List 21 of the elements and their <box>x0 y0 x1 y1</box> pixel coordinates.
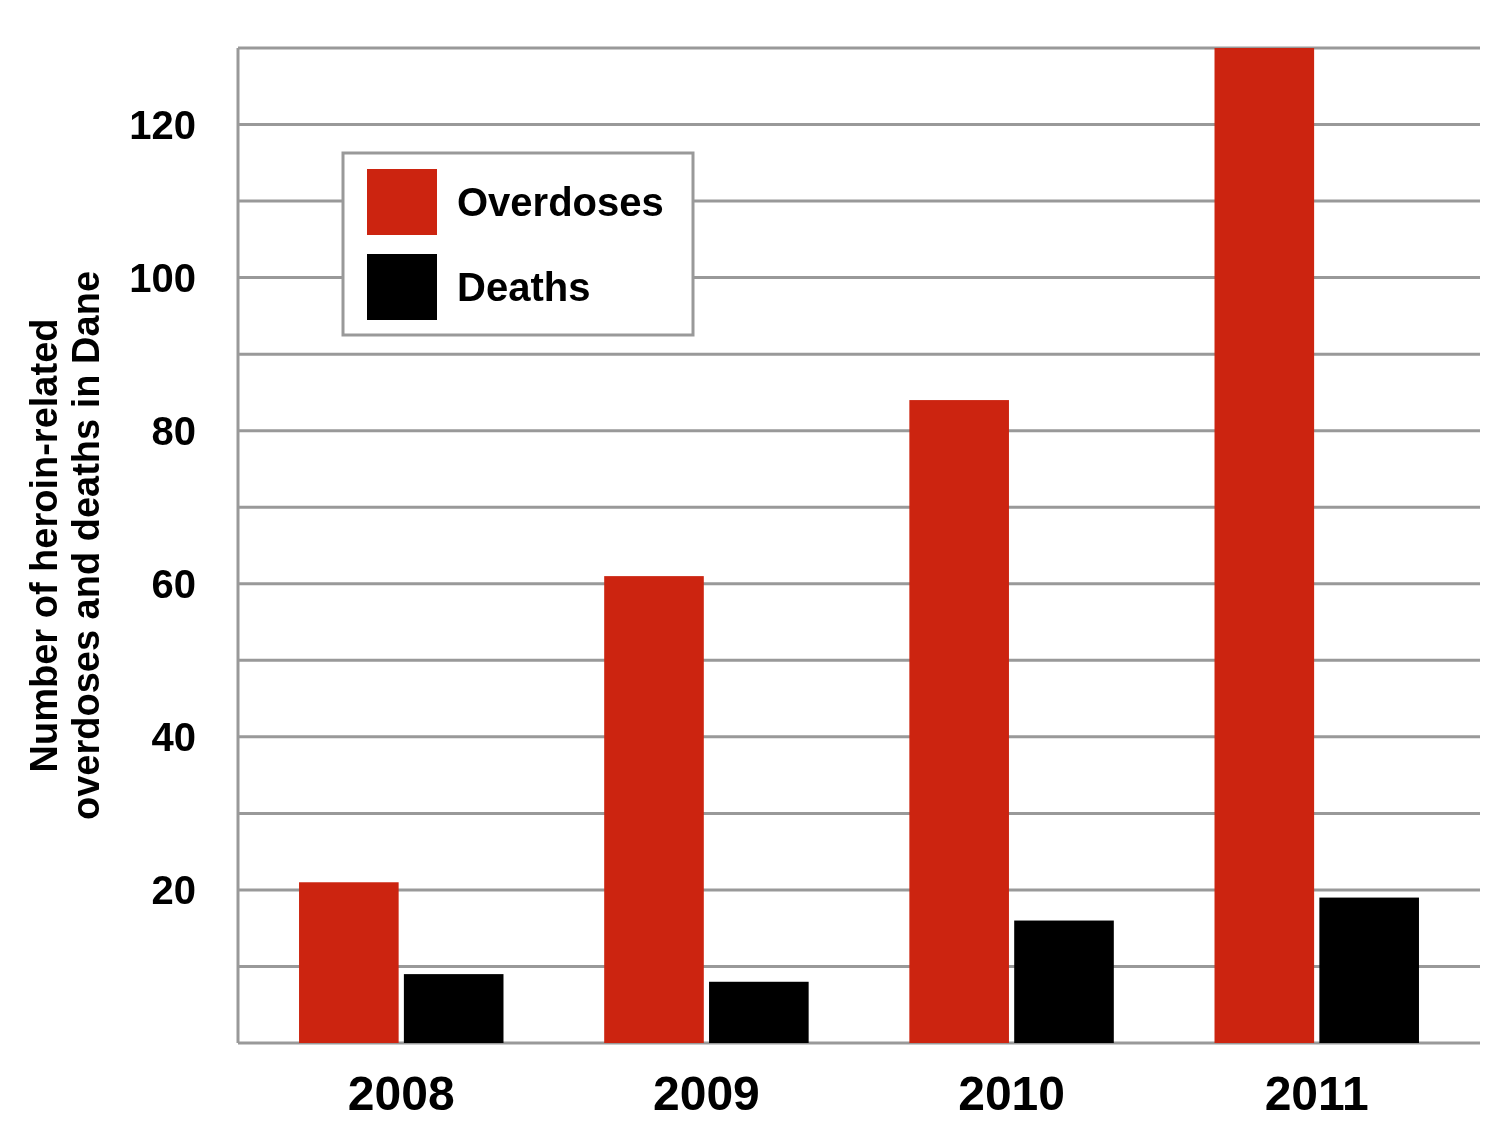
y-axis-title: Number of heroin-related overdoses and deaths in Dane <box>23 270 107 821</box>
bar <box>1014 920 1114 1043</box>
bar <box>709 981 809 1043</box>
y-tick-label: 60 <box>151 561 196 606</box>
y-tick-label: 100 <box>129 255 196 300</box>
legend-label: Deaths <box>457 265 591 309</box>
y-tick-label: 40 <box>151 714 196 759</box>
y-tick-label: 80 <box>151 408 196 453</box>
bar <box>1214 48 1315 1043</box>
y-tick-label: 120 <box>129 102 196 147</box>
bar <box>909 400 1009 1043</box>
x-tick-label: 2009 <box>653 1066 760 1120</box>
x-tick-label: 2011 <box>1264 1066 1369 1120</box>
x-tick-label: 2008 <box>347 1066 455 1120</box>
bar <box>403 974 504 1043</box>
legend-label: Overdoses <box>457 180 664 224</box>
y-tick-label: 20 <box>151 867 196 912</box>
bar <box>1319 897 1419 1043</box>
bar <box>299 882 399 1043</box>
x-tick-label: 2010 <box>958 1066 1065 1120</box>
bar <box>604 576 704 1043</box>
